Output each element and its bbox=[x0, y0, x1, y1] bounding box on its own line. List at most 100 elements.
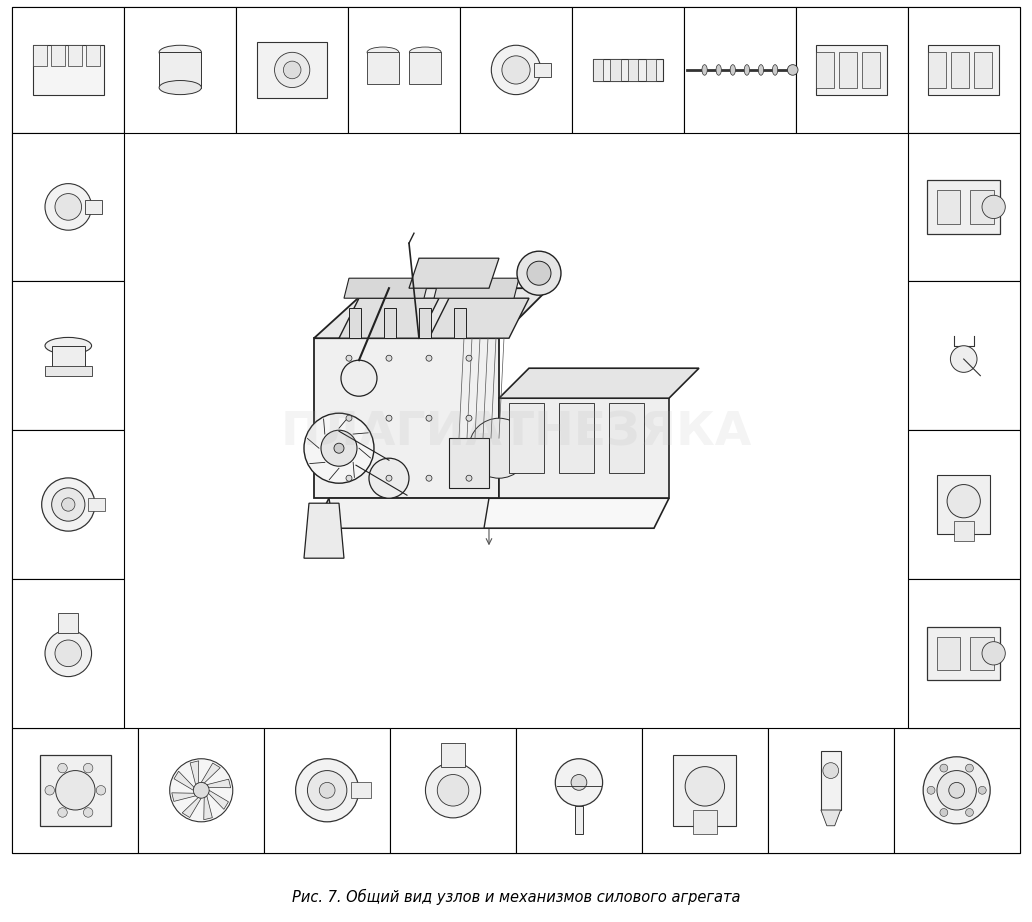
Bar bbox=[937, 190, 961, 223]
Bar bbox=[124, 133, 908, 727]
Circle shape bbox=[45, 630, 92, 677]
Circle shape bbox=[275, 53, 310, 88]
Circle shape bbox=[948, 783, 965, 798]
Ellipse shape bbox=[730, 65, 736, 76]
Circle shape bbox=[62, 498, 75, 511]
Circle shape bbox=[924, 757, 990, 823]
Polygon shape bbox=[429, 298, 529, 338]
Bar bbox=[51, 45, 65, 66]
Circle shape bbox=[45, 786, 55, 795]
Circle shape bbox=[321, 431, 357, 467]
Bar bbox=[351, 783, 370, 798]
Circle shape bbox=[58, 808, 67, 817]
Circle shape bbox=[517, 251, 561, 295]
Circle shape bbox=[426, 355, 432, 361]
Bar bbox=[863, 53, 880, 88]
Bar bbox=[257, 41, 327, 98]
Bar bbox=[460, 7, 572, 133]
Bar bbox=[927, 181, 1000, 233]
Circle shape bbox=[346, 475, 352, 481]
Circle shape bbox=[386, 475, 392, 481]
Bar bbox=[509, 403, 544, 473]
Polygon shape bbox=[314, 338, 499, 498]
Circle shape bbox=[52, 488, 85, 521]
Circle shape bbox=[346, 415, 352, 421]
Circle shape bbox=[369, 458, 409, 498]
Bar bbox=[927, 627, 1000, 680]
Bar bbox=[264, 727, 390, 853]
Polygon shape bbox=[190, 761, 199, 785]
Bar bbox=[33, 45, 47, 66]
Circle shape bbox=[426, 475, 432, 481]
Circle shape bbox=[555, 759, 603, 806]
Polygon shape bbox=[314, 289, 549, 338]
Bar bbox=[12, 727, 138, 853]
Bar bbox=[12, 579, 124, 727]
Bar bbox=[449, 438, 489, 489]
Polygon shape bbox=[174, 771, 194, 790]
Polygon shape bbox=[499, 398, 669, 498]
Bar bbox=[442, 743, 464, 766]
Ellipse shape bbox=[716, 65, 721, 76]
Circle shape bbox=[950, 346, 977, 372]
Bar bbox=[970, 190, 994, 223]
Polygon shape bbox=[201, 763, 220, 783]
Circle shape bbox=[937, 771, 976, 810]
Bar bbox=[367, 53, 398, 84]
Bar bbox=[673, 755, 737, 826]
Bar bbox=[12, 281, 124, 430]
Circle shape bbox=[466, 475, 472, 481]
Polygon shape bbox=[171, 793, 196, 801]
Bar bbox=[796, 7, 908, 133]
Circle shape bbox=[426, 415, 432, 421]
Bar bbox=[85, 200, 101, 214]
Bar bbox=[236, 7, 348, 133]
Bar bbox=[390, 727, 516, 853]
Circle shape bbox=[425, 762, 481, 818]
Polygon shape bbox=[344, 278, 429, 298]
Circle shape bbox=[295, 759, 359, 822]
Circle shape bbox=[982, 195, 1005, 219]
Bar bbox=[575, 806, 583, 833]
Bar bbox=[89, 498, 105, 511]
Circle shape bbox=[927, 786, 935, 794]
Bar bbox=[592, 59, 664, 80]
Bar bbox=[12, 431, 124, 579]
Circle shape bbox=[940, 809, 947, 816]
Bar bbox=[908, 431, 1020, 579]
Polygon shape bbox=[203, 796, 213, 820]
Ellipse shape bbox=[772, 65, 778, 76]
Polygon shape bbox=[409, 258, 499, 289]
Circle shape bbox=[308, 771, 347, 810]
Polygon shape bbox=[314, 498, 669, 528]
Ellipse shape bbox=[159, 45, 201, 59]
Circle shape bbox=[571, 774, 587, 790]
Bar bbox=[694, 810, 716, 833]
Circle shape bbox=[304, 413, 374, 483]
Bar bbox=[33, 45, 103, 95]
Circle shape bbox=[469, 419, 529, 479]
Circle shape bbox=[386, 355, 392, 361]
Bar bbox=[954, 521, 974, 541]
Ellipse shape bbox=[159, 80, 201, 95]
Ellipse shape bbox=[702, 65, 707, 76]
Bar bbox=[124, 7, 236, 133]
Circle shape bbox=[982, 642, 1005, 665]
Circle shape bbox=[45, 183, 92, 230]
Polygon shape bbox=[499, 368, 699, 398]
Ellipse shape bbox=[410, 47, 441, 57]
Circle shape bbox=[341, 361, 377, 396]
Bar bbox=[86, 45, 100, 66]
Bar bbox=[610, 59, 621, 80]
Bar bbox=[937, 475, 991, 535]
Bar bbox=[559, 403, 594, 473]
Circle shape bbox=[169, 759, 233, 822]
Bar bbox=[138, 727, 264, 853]
Text: Рис. 7. Общий вид узлов и механизмов силового агрегата: Рис. 7. Общий вид узлов и механизмов сил… bbox=[292, 889, 740, 905]
Bar bbox=[410, 53, 441, 84]
Bar bbox=[908, 133, 1020, 281]
Bar bbox=[894, 727, 1020, 853]
Bar bbox=[839, 53, 857, 88]
Bar bbox=[929, 53, 946, 88]
Bar bbox=[646, 59, 656, 80]
